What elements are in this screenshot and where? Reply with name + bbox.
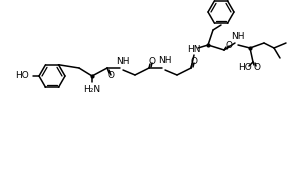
Text: HO: HO: [15, 71, 29, 81]
Text: O: O: [149, 56, 155, 66]
Text: NH: NH: [116, 57, 130, 66]
Text: O: O: [190, 56, 198, 66]
Text: NH: NH: [158, 56, 172, 65]
Text: O: O: [108, 71, 115, 81]
Text: HO: HO: [238, 62, 252, 71]
Text: HN: HN: [187, 45, 201, 54]
Text: O: O: [225, 41, 233, 49]
Text: O: O: [254, 62, 260, 71]
Text: NH: NH: [231, 32, 245, 41]
Text: H₂N: H₂N: [83, 85, 100, 94]
